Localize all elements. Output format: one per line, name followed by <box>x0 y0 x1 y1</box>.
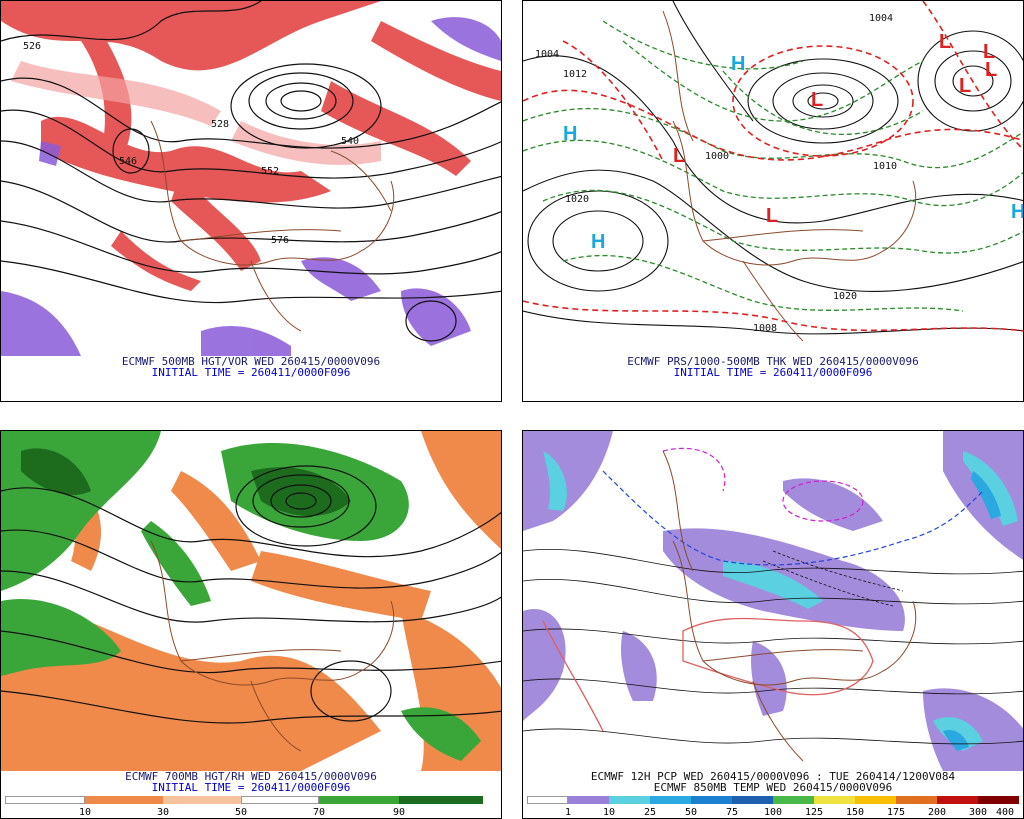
panel-500mb-height-vorticity: 526 540 552 576 528 546 ECMWF 500MB HGT/… <box>0 0 502 402</box>
colorbar-segment-0-10 <box>5 796 85 804</box>
isobar-label: 1008 <box>753 323 778 334</box>
isobar-label: 1004 <box>535 49 560 60</box>
colorbar-label: 10 <box>602 807 616 818</box>
height-contours <box>1 465 501 724</box>
colorbar-segment-30-50 <box>163 796 241 804</box>
colorbar-label: 200 <box>927 807 947 818</box>
political-borders <box>662 10 917 342</box>
contour-label-546: 546 <box>119 156 138 167</box>
high-pressure-center: H <box>591 231 606 253</box>
panel-700mb-height-rh: ECMWF 700MB HGT/RH WED 260415/0000V096 I… <box>0 430 502 819</box>
isobar-label: 1020 <box>565 194 590 205</box>
colorbar-segment <box>814 796 855 804</box>
panel-precip-850mb-temp: ECMWF 12H PCP WED 260415/0000V096 : TUE … <box>522 430 1024 819</box>
low-pressure-center: L <box>985 59 998 81</box>
colorbar-label: 100 <box>763 807 783 818</box>
isobar-label: 1000 <box>705 151 730 162</box>
contour-label-540: 540 <box>341 136 360 147</box>
colorbar-segment <box>937 796 978 804</box>
precip-heavy <box>943 471 1001 751</box>
colorbar-segment <box>773 796 814 804</box>
colorbar-segment <box>527 796 568 804</box>
freezing-contour-magenta <box>662 447 864 522</box>
colorbar-label: 10 <box>78 807 92 818</box>
colorbar-segment <box>732 796 773 804</box>
high-pressure-center: H <box>563 123 578 145</box>
vorticity-map <box>1 1 501 356</box>
panel-subtitle: ECMWF 850MB TEMP WED 260415/0000V096 <box>653 781 893 794</box>
colorbar-segment <box>568 796 609 804</box>
rh-colorbar <box>5 796 483 804</box>
low-pressure-center: L <box>811 89 824 111</box>
political-borders <box>150 120 395 332</box>
contour-label-576: 576 <box>271 235 290 246</box>
low-pressure-center: L <box>766 205 779 227</box>
colorbar-segment <box>855 796 896 804</box>
contour-label-552: 552 <box>261 166 280 177</box>
panel-title: ECMWF 500MB HGT/VOR WED 260415/0000V096 <box>121 355 381 368</box>
relative-humidity-map <box>1 431 501 771</box>
vorticity-fill <box>1 1 501 291</box>
high-pressure-center: H <box>731 53 746 75</box>
precip-moderate <box>543 451 1018 751</box>
colorbar-segment-70-90 <box>319 796 399 804</box>
colorbar-label: 90 <box>392 807 406 818</box>
initial-time: INITIAL TIME = 260411/0000F096 <box>151 366 351 379</box>
colorbar-label: 125 <box>804 807 824 818</box>
colorbar-label: 1 <box>564 807 572 818</box>
mslp-map <box>523 1 1023 356</box>
colorbar-label: 50 <box>234 807 248 818</box>
low-pressure-center: L <box>673 145 686 167</box>
political-borders <box>150 540 395 752</box>
colorbar-label: 300 <box>968 807 988 818</box>
colorbar-label: 70 <box>312 807 326 818</box>
colorbar-label: 175 <box>886 807 906 818</box>
thickness-lines <box>523 20 1023 312</box>
precip-colorbar <box>527 796 1019 804</box>
isobar-label: 1012 <box>563 69 588 80</box>
negative-vorticity-fill <box>1 17 501 356</box>
state-outlines-red <box>542 617 874 732</box>
height-contours <box>1 1 501 342</box>
colorbar-label: 50 <box>684 807 698 818</box>
low-pressure-center: L <box>959 75 972 97</box>
low-pressure-center: L <box>939 31 952 53</box>
colorbar-label: 75 <box>725 807 739 818</box>
colorbar-segment <box>691 796 732 804</box>
initial-time: INITIAL TIME = 260411/0000F096 <box>673 366 873 379</box>
panel-title: ECMWF 12H PCP WED 260415/0000V096 : TUE … <box>590 770 956 783</box>
colorbar-label: 150 <box>845 807 865 818</box>
colorbar-segment <box>609 796 650 804</box>
colorbar-label: 25 <box>643 807 657 818</box>
colorbar-segment <box>978 796 1019 804</box>
colorbar-segment <box>896 796 937 804</box>
temp-850-contours <box>523 548 1023 745</box>
isobar-label: 1020 <box>833 291 858 302</box>
thickness-540-line <box>523 1 1023 332</box>
political-borders <box>662 450 917 762</box>
very-moist-fill <box>21 448 351 516</box>
colorbar-segment-50-70 <box>241 796 319 804</box>
low-pressure-center: L <box>983 41 996 63</box>
contour-label-528: 528 <box>211 119 230 130</box>
initial-time: INITIAL TIME = 260411/0000F096 <box>151 781 351 794</box>
colorbar-segment <box>650 796 691 804</box>
precipitation-map <box>523 431 1023 771</box>
panel-mslp-thickness: H H H H L L L L L L L 1004 1012 1020 100… <box>522 0 1024 402</box>
contour-label-526: 526 <box>23 41 42 52</box>
isobar-label: 1004 <box>869 13 894 24</box>
vorticity-fill-light <box>11 61 381 165</box>
isobar-label: 1010 <box>873 161 898 172</box>
colorbar-label: 30 <box>156 807 170 818</box>
panel-title: ECMWF 700MB HGT/RH WED 260415/0000V096 <box>125 770 377 783</box>
high-pressure-center: H <box>1011 201 1023 224</box>
colorbar-segment-90-100 <box>399 796 483 804</box>
colorbar-label: 400 <box>995 807 1015 818</box>
panel-title: ECMWF PRS/1000-500MB THK WED 260415/0000… <box>627 355 919 368</box>
colorbar-segment-10-30 <box>85 796 163 804</box>
